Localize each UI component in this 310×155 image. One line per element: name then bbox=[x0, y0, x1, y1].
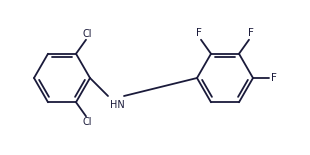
Text: Cl: Cl bbox=[82, 29, 92, 39]
Text: F: F bbox=[271, 73, 277, 83]
Text: HN: HN bbox=[110, 100, 125, 110]
Text: F: F bbox=[196, 28, 202, 38]
Text: Cl: Cl bbox=[82, 117, 92, 127]
Text: F: F bbox=[248, 28, 254, 38]
